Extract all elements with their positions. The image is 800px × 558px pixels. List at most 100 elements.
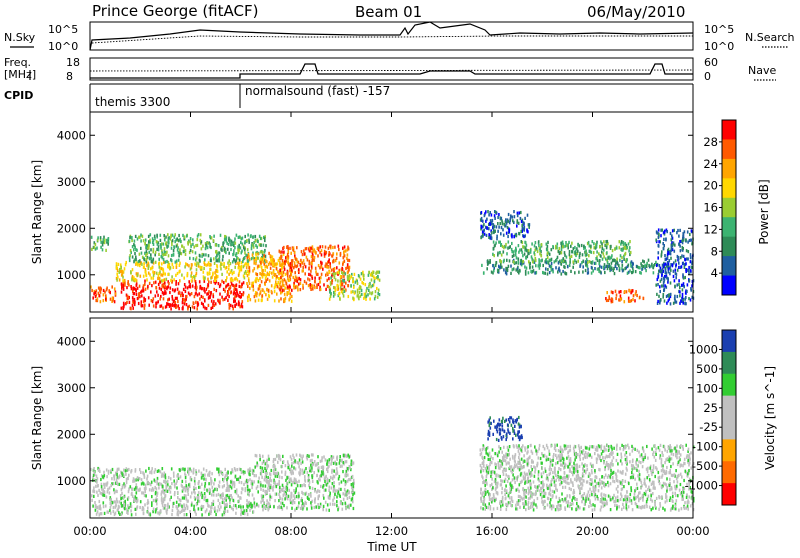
power-band-2 [121, 280, 245, 311]
ytick-label: 1000 [57, 474, 86, 488]
freq-right-tick-top: 60 [704, 56, 718, 69]
colorbar-swatch [722, 139, 736, 159]
colorbar-swatch [722, 352, 736, 374]
colorbar-tick-label: 12 [703, 222, 718, 236]
ytick-label: 2000 [57, 427, 86, 441]
colorbar-tick-label: -1000 [685, 479, 718, 493]
xtick-label: 04:00 [174, 524, 207, 538]
freq-left-label-2: [MHz] [4, 68, 36, 81]
colorbar-swatch [722, 217, 736, 237]
colorbar-swatch [722, 256, 736, 276]
noise-left-label: N.Sky [4, 31, 36, 44]
colorbar-tick-label: -500 [692, 459, 718, 473]
power-band-11 [605, 289, 644, 304]
noise-left-tick-bottom: 10^0 [48, 40, 78, 53]
colorbar-tick-label: 25 [703, 401, 718, 415]
velocity-band-2 [480, 444, 695, 512]
colorbar-tick-label: 1000 [689, 342, 718, 356]
nave-trace [90, 70, 693, 71]
colorbar-tick-label: -25 [699, 420, 718, 434]
power-band-0 [90, 285, 116, 303]
colorbar-tick-label: 20 [703, 179, 718, 193]
colorbar-swatch [722, 418, 736, 440]
power-band-3 [116, 261, 250, 283]
colorbar-swatch [722, 483, 736, 505]
colorbar-swatch [722, 276, 736, 296]
colorbar-tick-label: 24 [703, 157, 718, 171]
noise-left-tick-top: 10^5 [48, 23, 78, 36]
xtick-label: 20:00 [576, 524, 609, 538]
xtick-label: 00:00 [73, 524, 106, 538]
colorbar-tick-label: 8 [711, 244, 718, 258]
freq-left-tick-bottom: 8 [66, 70, 73, 83]
colorbar-tick-label: 100 [696, 381, 718, 395]
ytick-label: 1000 [57, 268, 86, 282]
ytick-label: 3000 [57, 175, 86, 189]
velocity-panel-frame [90, 318, 693, 518]
power-colorbar-label: Power [dB] [757, 179, 771, 244]
power-band-9 [492, 240, 631, 264]
velocity-colorbar-label: Velocity [m s^-1] [763, 366, 777, 470]
velocity-ytick-group: 1000 2000 3000 4000 [57, 334, 693, 488]
power-band-12 [655, 228, 694, 305]
colorbar-tick-label: 4 [711, 266, 718, 280]
velocity-band-1 [253, 453, 355, 512]
velocity-colorbar: 1000 500 100 25 -25 -100 -500 -1000 [685, 330, 736, 506]
colorbar-swatch [722, 178, 736, 198]
noise-right-tick-top: 10^5 [704, 23, 734, 36]
freq-panel-frame [90, 58, 693, 80]
x-tick-group: 00:00 04:00 08:00 12:00 16:00 20:00 00:00 [73, 112, 709, 538]
power-colorbar: 28 24 20 16 12 8 4 [703, 120, 736, 296]
cpid-label: CPID [4, 89, 33, 102]
power-band-4 [128, 233, 267, 264]
power-band-8 [481, 259, 657, 276]
noise-search-trace [92, 36, 693, 43]
ytick-label: 3000 [57, 381, 86, 395]
colorbar-tick-label: -100 [692, 440, 718, 454]
colorbar-swatch [722, 330, 736, 352]
freq-right-tick-bottom: 0 [704, 70, 711, 83]
colorbar-swatch [722, 198, 736, 218]
xtick-label: 16:00 [475, 524, 508, 538]
power-ylabel: Slant Range [km] [30, 160, 44, 264]
date-title: 06/May/2010 [587, 3, 685, 21]
noise-right-tick-bottom: 10^0 [704, 40, 734, 53]
colorbar-swatch [722, 120, 736, 140]
power-band-7 [329, 270, 381, 301]
power-band-5 [246, 252, 292, 303]
xtick-label: 08:00 [274, 524, 307, 538]
velocity-heatmap-layer [90, 416, 695, 517]
colorbar-tick-label: 16 [703, 201, 718, 215]
colorbar-swatch [722, 396, 736, 418]
x-axis-label: Time UT [366, 540, 417, 554]
colorbar-swatch [722, 374, 736, 396]
noise-right-label: N.Search [745, 31, 795, 44]
colorbar-tick-label: 500 [696, 362, 718, 376]
ytick-label: 4000 [57, 128, 86, 142]
ytick-label: 2000 [57, 221, 86, 235]
colorbar-tick-label: 28 [703, 135, 718, 149]
colorbar-swatch [722, 439, 736, 461]
colorbar-swatch [722, 461, 736, 483]
xtick-label: 00:00 [676, 524, 709, 538]
cpid-segment-2: normalsound (fast) -157 [245, 84, 390, 98]
beam-title: Beam 01 [355, 3, 422, 21]
nave-right-label: Nave [748, 64, 776, 77]
power-heatmap-layer [90, 210, 694, 311]
velocity-band-0 [90, 467, 255, 517]
velocity-ylabel: Slant Range [km] [30, 366, 44, 470]
cpid-segment-1: themis 3300 [95, 95, 170, 109]
station-title: Prince George (fitACF) [92, 2, 258, 20]
ytick-label: 4000 [57, 334, 86, 348]
colorbar-swatch [722, 159, 736, 179]
xtick-label: 12:00 [375, 524, 408, 538]
power-band-1 [91, 236, 109, 252]
power-band-10 [480, 210, 530, 240]
power-band-6 [279, 245, 351, 292]
power-ytick-group: 1000 2000 3000 4000 [57, 128, 693, 282]
freq-left-tick-top: 18 [66, 56, 80, 69]
velocity-band-3 [487, 416, 523, 442]
colorbar-swatch [722, 237, 736, 257]
